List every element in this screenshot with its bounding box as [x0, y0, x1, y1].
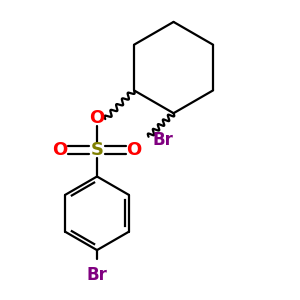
Text: Br: Br — [87, 266, 107, 284]
Text: S: S — [91, 141, 103, 159]
Text: O: O — [52, 141, 68, 159]
Text: O: O — [126, 141, 141, 159]
Text: Br: Br — [153, 131, 174, 149]
Text: O: O — [89, 109, 105, 127]
